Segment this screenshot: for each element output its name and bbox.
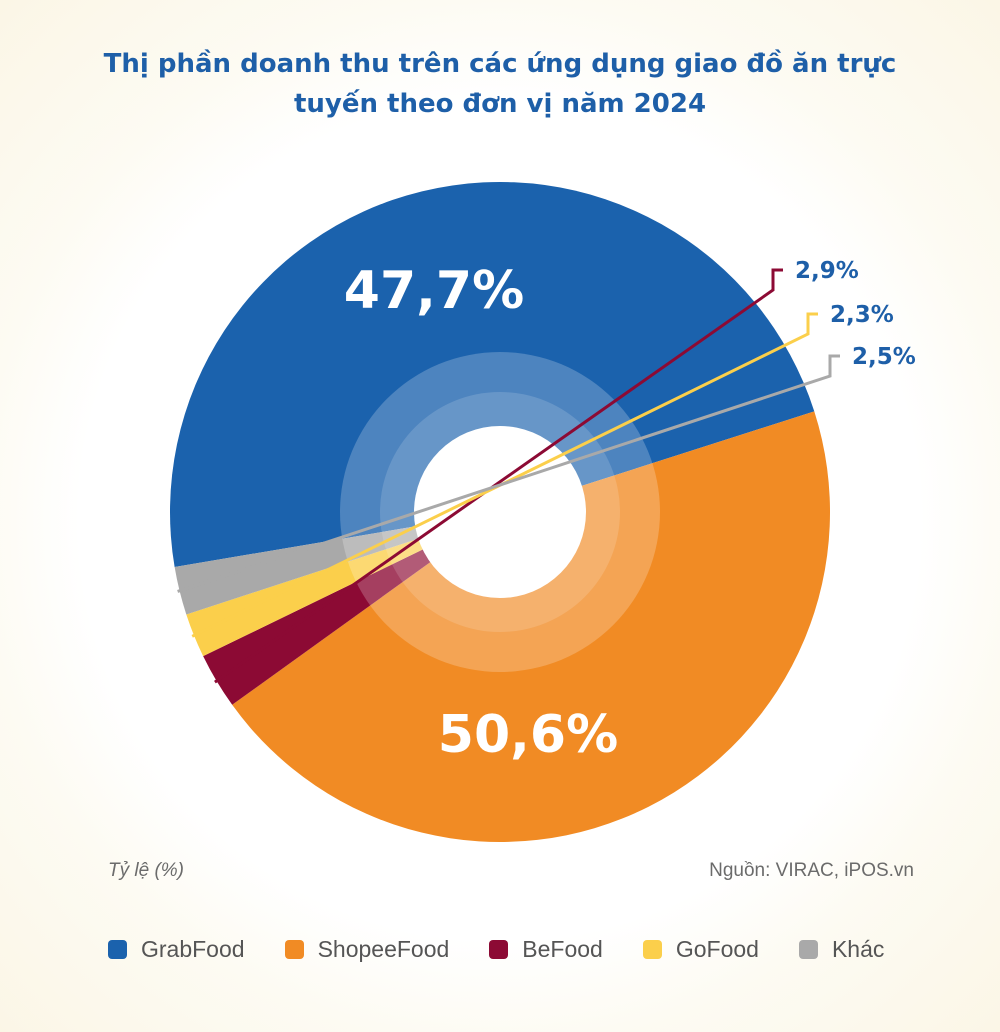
- legend-swatch-khac: [798, 940, 818, 959]
- data-label-khac: 2,5%: [852, 344, 916, 370]
- slice-befood: [203, 512, 500, 705]
- callout-line-khac: [177, 354, 840, 593]
- donut-hole: [414, 426, 586, 598]
- data-label-gofood: 2,3%: [830, 302, 894, 328]
- slice-shopeefood: [232, 411, 831, 843]
- legend-swatch-grabfood: [108, 940, 127, 959]
- legend-label-gofood: GoFood: [675, 936, 759, 962]
- chart-title-line-1: Thị phần doanh thu trên các ứng dụng gia…: [103, 49, 897, 79]
- source-note: Nguồn: VIRAC, iPOS.vn: [709, 860, 914, 881]
- data-label-befood: 2,9%: [795, 258, 859, 284]
- legend-label-befood: BeFood: [522, 936, 603, 962]
- slice-grabfood: [169, 181, 815, 568]
- legend-swatch-befood: [489, 940, 509, 959]
- legend-item-gofood: GoFood: [642, 936, 759, 963]
- legend-label-khac: Khác: [831, 936, 885, 962]
- chart-title: Thị phần doanh thu trên các ứng dụng gia…: [100, 44, 900, 124]
- legend: GrabFood ShopeeFood BeFood GoFood Khác: [108, 936, 928, 963]
- donut-chart: 50,6% 47,7% 2,9% 2,3% 2,5%: [169, 181, 916, 843]
- unit-label: Tỷ lệ (%): [108, 860, 184, 881]
- legend-swatch-shopeefood: [284, 940, 304, 959]
- slice-gofood: [186, 512, 500, 657]
- legend-item-befood: BeFood: [489, 936, 603, 963]
- legend-label-grabfood: GrabFood: [141, 936, 245, 962]
- data-label-grabfood: 50,6%: [438, 705, 618, 765]
- legend-item-shopeefood: ShopeeFood: [284, 936, 450, 963]
- legend-swatch-gofood: [642, 940, 662, 959]
- legend-item-khac: Khác: [798, 936, 885, 963]
- legend-label-shopeefood: ShopeeFood: [317, 936, 450, 962]
- legend-item-grabfood: GrabFood: [108, 936, 245, 963]
- data-label-shopeefood: 47,7%: [344, 261, 524, 321]
- chart-title-line-2: tuyến theo đơn vị năm 2024: [293, 89, 707, 119]
